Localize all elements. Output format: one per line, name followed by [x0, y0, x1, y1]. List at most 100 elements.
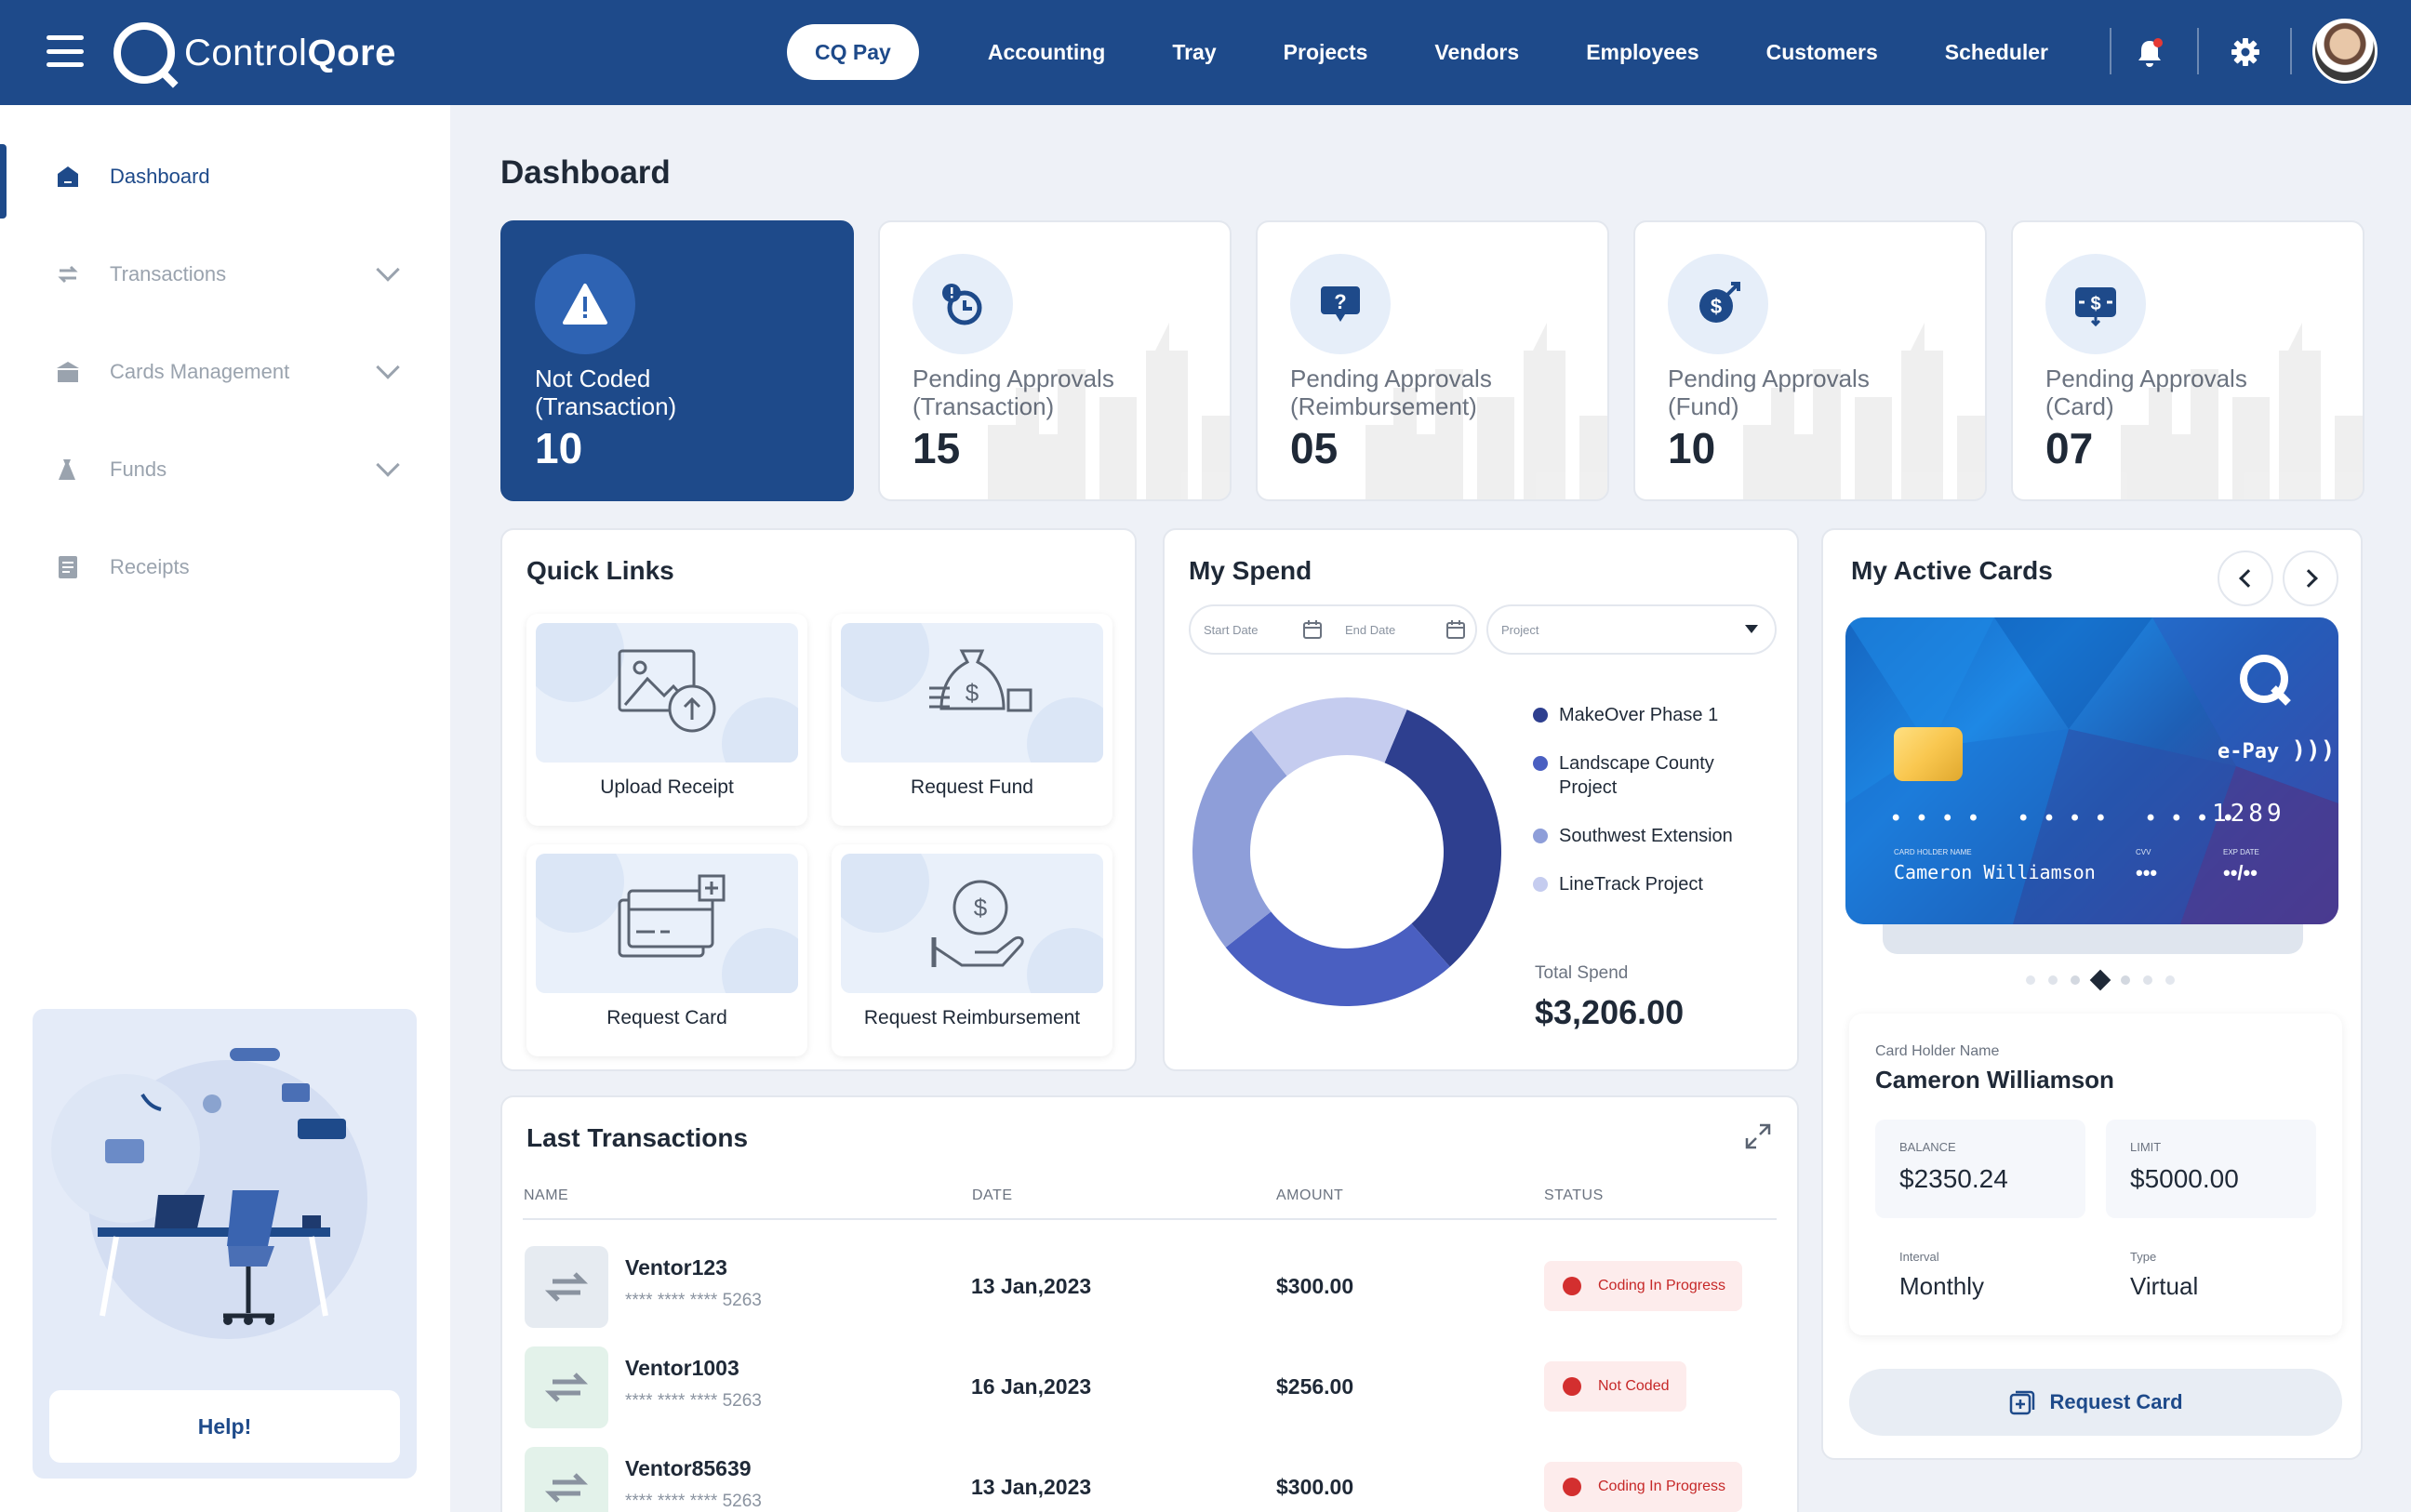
logo-mark-icon — [113, 22, 175, 84]
carousel-dot[interactable] — [2143, 975, 2152, 985]
nav-customers[interactable]: Customers — [1765, 40, 1878, 64]
transaction-amount: $256.00 — [1276, 1374, 1354, 1399]
funds-icon — [59, 459, 75, 480]
kpi-icon-wrap — [535, 254, 635, 354]
quick-link-label: Request Card — [606, 1007, 727, 1028]
donut-slice-1[interactable] — [1225, 911, 1450, 1006]
quick-link-tile — [536, 854, 798, 993]
sidebar-item-transactions[interactable]: Transactions — [0, 242, 450, 307]
caret-down-icon — [1745, 625, 1758, 633]
app-logo[interactable]: ControlQore — [113, 22, 396, 84]
warning-icon — [563, 284, 607, 325]
calendar-icon[interactable] — [1302, 619, 1323, 640]
nav-employees[interactable]: Employees — [1586, 40, 1699, 64]
help-button[interactable]: Help! — [49, 1390, 400, 1463]
chevron-down-icon[interactable] — [376, 355, 400, 379]
legend-dot — [1533, 756, 1548, 771]
nav-vendors[interactable]: Vendors — [1434, 40, 1520, 64]
card-prev-button[interactable] — [2218, 550, 2273, 606]
card-carousel-dots — [2026, 969, 2175, 991]
kpi-value: 07 — [2045, 424, 2094, 472]
card-details-panel: Card Holder Name Cameron Williamson BALA… — [1849, 1014, 2342, 1335]
kpi-value: 15 — [912, 424, 961, 472]
kpi-icon-wrap: $ — [1668, 254, 1768, 354]
settings-gear-icon[interactable] — [2231, 37, 2260, 67]
donut-slice-3[interactable] — [1251, 697, 1407, 776]
nav-projects[interactable]: Projects — [1283, 40, 1368, 64]
user-avatar[interactable] — [2312, 19, 2378, 84]
kpi-not-coded-transaction[interactable]: Not Coded (Transaction) 10 — [500, 220, 854, 501]
request-card-link[interactable]: Request Card — [526, 844, 807, 1056]
end-date-input[interactable]: End Date — [1345, 623, 1396, 637]
kpi-label: Pending Approvals (Transaction) — [912, 365, 1114, 420]
column-header-amount[interactable]: AMOUNT — [1276, 1187, 1344, 1203]
kpi-pending-approvals-transaction[interactable]: Pending Approvals (Transaction) 15 — [878, 220, 1232, 501]
notification-bell-icon[interactable] — [2136, 37, 2164, 69]
transaction-card-number: **** **** **** 5263 — [625, 1492, 762, 1511]
nav-cq-pay[interactable]: CQ Pay — [787, 24, 919, 80]
chevron-down-icon[interactable] — [376, 258, 400, 282]
request-fund-link[interactable]: $ Request Fund — [832, 614, 1112, 826]
virtual-credit-card[interactable]: e-Pay ))) • • • • • • • • • • • • 1289 C… — [1845, 617, 2338, 924]
quick-link-label: Request Reimbursement — [863, 1007, 1081, 1028]
carousel-dot[interactable] — [2165, 975, 2175, 985]
sidebar-item-funds[interactable]: Funds — [0, 437, 450, 502]
transaction-date: 13 Jan,2023 — [971, 1475, 1092, 1499]
nav-divider — [2197, 28, 2199, 74]
transfer-arrows-icon — [544, 1473, 589, 1503]
page-title: Dashboard — [500, 154, 671, 191]
date-range-input: Start Date End Date — [1189, 604, 1477, 655]
transaction-icon-wrap — [525, 1447, 608, 1512]
transfer-arrows-icon — [544, 1272, 589, 1302]
kpi-value: 05 — [1290, 424, 1339, 472]
card-next-button[interactable] — [2283, 550, 2338, 606]
nav-accounting[interactable]: Accounting — [987, 40, 1106, 64]
kpi-pending-approvals-fund[interactable]: $ Pending Approvals (Fund) 10 — [1633, 220, 1987, 501]
sidebar-item-label: Receipts — [110, 555, 190, 578]
upload-receipt-link[interactable]: Upload Receipt — [526, 614, 807, 826]
chevron-left-icon — [2238, 569, 2258, 588]
column-header-date[interactable]: DATE — [972, 1187, 1013, 1203]
kpi-pending-approvals-reimbursement[interactable]: ? Pending Approvals (Reimbursement) 05 — [1256, 220, 1609, 501]
question-bubble-icon: ? — [1321, 286, 1360, 322]
quick-link-label: Upload Receipt — [600, 776, 734, 798]
donut-slice-0[interactable] — [1384, 710, 1501, 967]
legend-item: Landscape County Project — [1533, 751, 1756, 800]
donut-slice-2[interactable] — [1192, 730, 1287, 948]
legend-item: Southwest Extension — [1533, 824, 1733, 848]
expand-icon[interactable] — [1743, 1121, 1773, 1151]
carousel-dot[interactable] — [2121, 975, 2130, 985]
chevron-down-icon[interactable] — [376, 453, 400, 477]
quick-link-tile: $ — [841, 854, 1103, 993]
transaction-amount: $300.00 — [1276, 1274, 1354, 1298]
sidebar-item-cards-management[interactable]: Cards Management — [0, 339, 450, 405]
carousel-dot[interactable] — [2048, 975, 2058, 985]
sidebar-item-receipts[interactable]: Receipts — [0, 535, 450, 600]
nav-scheduler[interactable]: Scheduler — [1944, 40, 2049, 64]
transaction-date: 13 Jan,2023 — [971, 1274, 1092, 1298]
table-row[interactable]: Ventor1003 **** **** **** 5263 16 Jan,20… — [523, 1343, 1778, 1443]
sidebar-item-dashboard[interactable]: Dashboard — [0, 144, 450, 219]
legend-item: MakeOver Phase 1 — [1533, 703, 1718, 727]
project-select[interactable]: Project — [1486, 604, 1777, 655]
menu-icon[interactable] — [47, 35, 84, 67]
request-card-button[interactable]: Request Card — [1849, 1369, 2342, 1436]
nav-tray[interactable]: Tray — [1172, 40, 1217, 64]
column-header-name[interactable]: NAME — [524, 1187, 569, 1203]
calendar-icon[interactable] — [1445, 619, 1466, 640]
legend-dot — [1533, 829, 1548, 843]
start-date-input[interactable]: Start Date — [1204, 623, 1259, 637]
kpi-pending-approvals-card[interactable]: $ Pending Approvals (Card) 07 — [2011, 220, 2364, 501]
table-row[interactable]: Ventor85639 **** **** **** 5263 13 Jan,2… — [523, 1443, 1778, 1512]
table-row[interactable]: Ventor123 **** **** **** 5263 13 Jan,202… — [523, 1242, 1778, 1343]
carousel-dot-active[interactable] — [2089, 969, 2111, 991]
my-spend-panel: My Spend Start Date End Date Project Mak… — [1163, 528, 1799, 1071]
city-background-icon — [988, 323, 1230, 499]
request-reimbursement-link[interactable]: $ Request Reimbursement — [832, 844, 1112, 1056]
type-label: Type — [2130, 1250, 2157, 1264]
my-spend-title: My Spend — [1189, 556, 1312, 585]
sidebar-item-label: Transactions — [110, 262, 227, 285]
column-header-status[interactable]: STATUS — [1544, 1187, 1604, 1203]
carousel-dot[interactable] — [2026, 975, 2035, 985]
carousel-dot[interactable] — [2071, 975, 2080, 985]
